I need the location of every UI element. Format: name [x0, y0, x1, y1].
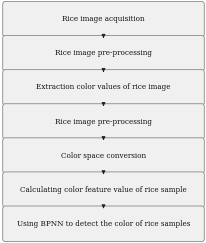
FancyBboxPatch shape [3, 1, 203, 37]
FancyBboxPatch shape [3, 104, 203, 139]
Text: Calculating color feature value of rice sample: Calculating color feature value of rice … [20, 186, 186, 194]
FancyBboxPatch shape [3, 70, 203, 105]
Text: Color space conversion: Color space conversion [61, 152, 145, 160]
FancyBboxPatch shape [3, 206, 203, 242]
Text: Rice image pre-processing: Rice image pre-processing [55, 49, 151, 57]
Text: Rice image acquisition: Rice image acquisition [62, 15, 144, 23]
Text: Rice image pre-processing: Rice image pre-processing [55, 118, 151, 125]
Text: Using BPNN to detect the color of rice samples: Using BPNN to detect the color of rice s… [17, 220, 189, 228]
Text: Extraction color values of rice image: Extraction color values of rice image [36, 83, 170, 91]
FancyBboxPatch shape [3, 35, 203, 71]
FancyBboxPatch shape [3, 172, 203, 208]
FancyBboxPatch shape [3, 138, 203, 173]
